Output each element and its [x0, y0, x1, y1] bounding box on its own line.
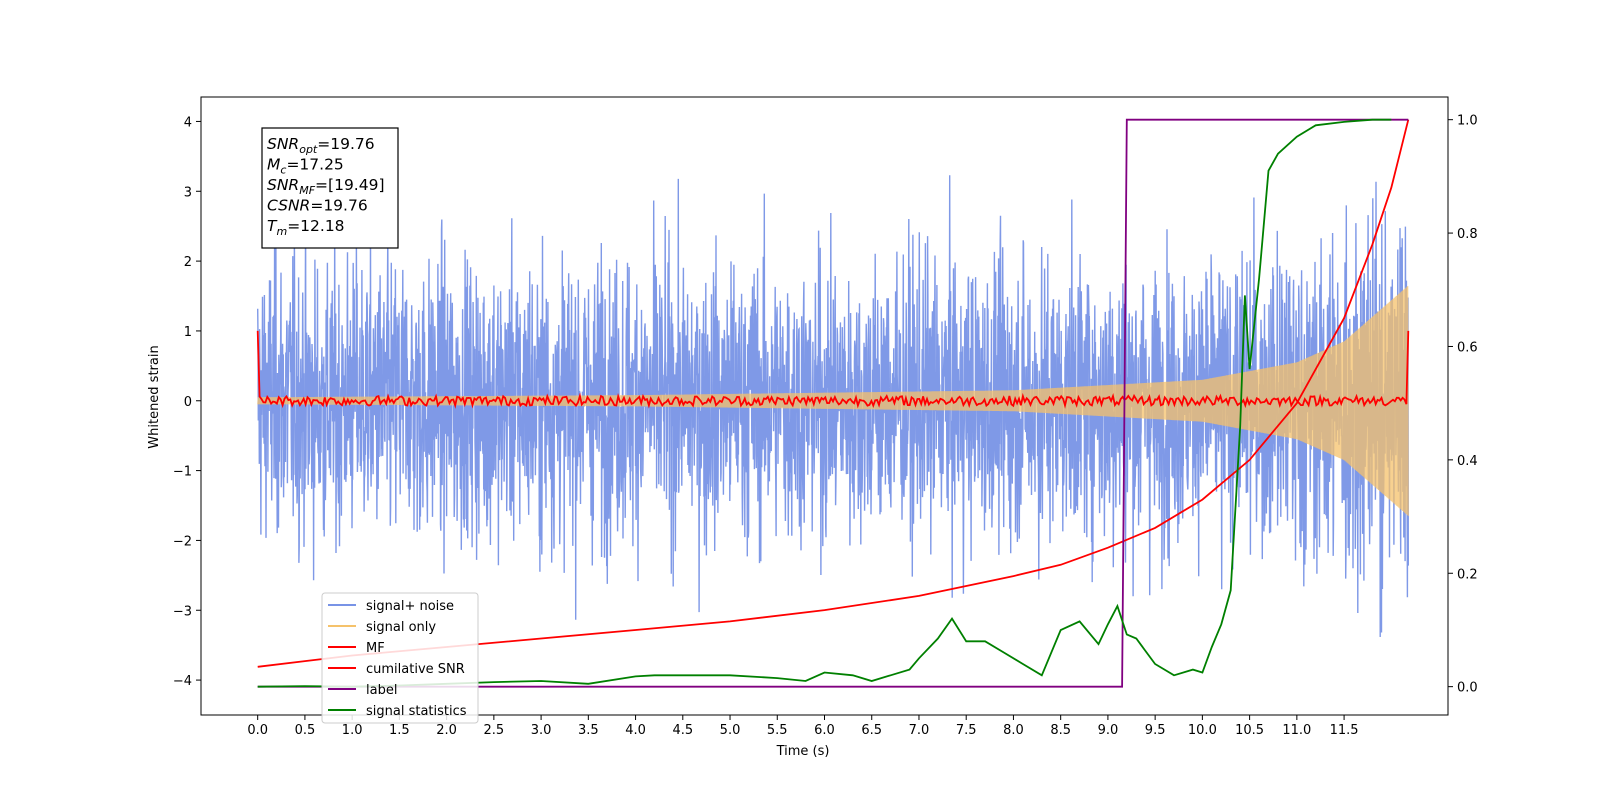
- y-right-tick-label: 0.2: [1457, 567, 1478, 582]
- x-tick-label: 7.5: [956, 723, 977, 738]
- y-axis-label: Whitened strain: [147, 345, 162, 448]
- legend-label: signal+ noise: [366, 599, 454, 614]
- annotation-frame: [261, 127, 399, 249]
- x-tick-label: 1.0: [342, 723, 363, 738]
- x-tick-label: 11.0: [1282, 723, 1311, 738]
- series-signal-statistics: [257, 118, 1392, 688]
- x-tick-label: 0.0: [247, 723, 268, 738]
- x-tick-label: 9.5: [1145, 723, 1166, 738]
- x-tick-label: 6.0: [814, 723, 835, 738]
- x-tick-label: 0.5: [295, 723, 316, 738]
- legend: signal+ noise signal only MF cumilative SNR…: [321, 592, 479, 724]
- y-left-tick-label: 4: [184, 115, 192, 130]
- x-tick-label: 6.5: [861, 723, 882, 738]
- y-left-tick-label: 2: [184, 255, 192, 270]
- legend-frame: [321, 592, 479, 724]
- y-right-tick-label: 1.0: [1457, 114, 1478, 129]
- x-tick-label: 1.5: [389, 723, 410, 738]
- y-right-tick-label: 0.4: [1457, 454, 1478, 469]
- legend-label: signal only: [366, 620, 436, 635]
- series-signal-only: [257, 285, 1409, 517]
- y-right-tick-label: 0.0: [1457, 681, 1478, 696]
- legend-label: label: [366, 683, 397, 698]
- y-left-tick-label: 0: [184, 395, 192, 410]
- x-tick-label: 5.5: [767, 723, 788, 738]
- x-tick-label: 11.5: [1330, 723, 1359, 738]
- x-tick-label: 3.0: [531, 723, 552, 738]
- annotation-csnr: CSNR=19.76: [267, 197, 368, 215]
- y-left-tick-label: 1: [184, 325, 192, 340]
- y-left-tick-label: −2: [173, 534, 192, 549]
- y-left-tick-label: −1: [173, 465, 192, 480]
- x-tick-label: 5.0: [720, 723, 741, 738]
- series-mf: [256, 330, 1410, 409]
- x-axis-label: Time (s): [776, 744, 830, 759]
- y-right-tick-label: 0.8: [1457, 227, 1478, 242]
- annotation-mc: Mc=17.25: [267, 156, 344, 177]
- x-tick-label: 3.5: [578, 723, 599, 738]
- annotation-snr_mf: SNRMF=[19.49]: [267, 176, 385, 197]
- annotation-snr_opt: SNRopt=19.76: [267, 135, 375, 156]
- annotation-tm: Tm=12.18: [267, 217, 345, 238]
- legend-label: MF: [366, 641, 385, 656]
- axes: 0.0 0.5 1.0 1.5 2.0 2.5 3.0 3.5 4.0 4.5 5.0 5.5 6.0 6…: [173, 96, 1478, 738]
- x-tick-label: 10.5: [1235, 723, 1264, 738]
- x-tick-label: 2.5: [484, 723, 505, 738]
- x-tick-label: 8.0: [1003, 723, 1024, 738]
- x-tick-label: 4.5: [672, 723, 693, 738]
- x-tick-label: 4.0: [625, 723, 646, 738]
- legend-label: signal statistics: [366, 704, 467, 719]
- x-tick-label: 9.0: [1098, 723, 1119, 738]
- y-right-tick-label: 0.6: [1457, 340, 1478, 355]
- series-label: [257, 118, 1409, 688]
- annotation-box: SNRopt=19.76Mc=17.25SNRMF=[19.49]CSNR=19…: [261, 127, 399, 249]
- y-left-tick-label: 3: [184, 185, 192, 200]
- x-tick-label: 10.0: [1188, 723, 1217, 738]
- x-tick-label: 2.0: [436, 723, 457, 738]
- x-tick-label: 8.5: [1050, 723, 1071, 738]
- series-signal-plus-noise: [257, 175, 1409, 638]
- y-left-tick-label: −3: [173, 604, 192, 619]
- x-tick-label: 7.0: [909, 723, 930, 738]
- legend-label: cumilative SNR: [366, 662, 465, 677]
- y-left-tick-label: −4: [173, 674, 192, 689]
